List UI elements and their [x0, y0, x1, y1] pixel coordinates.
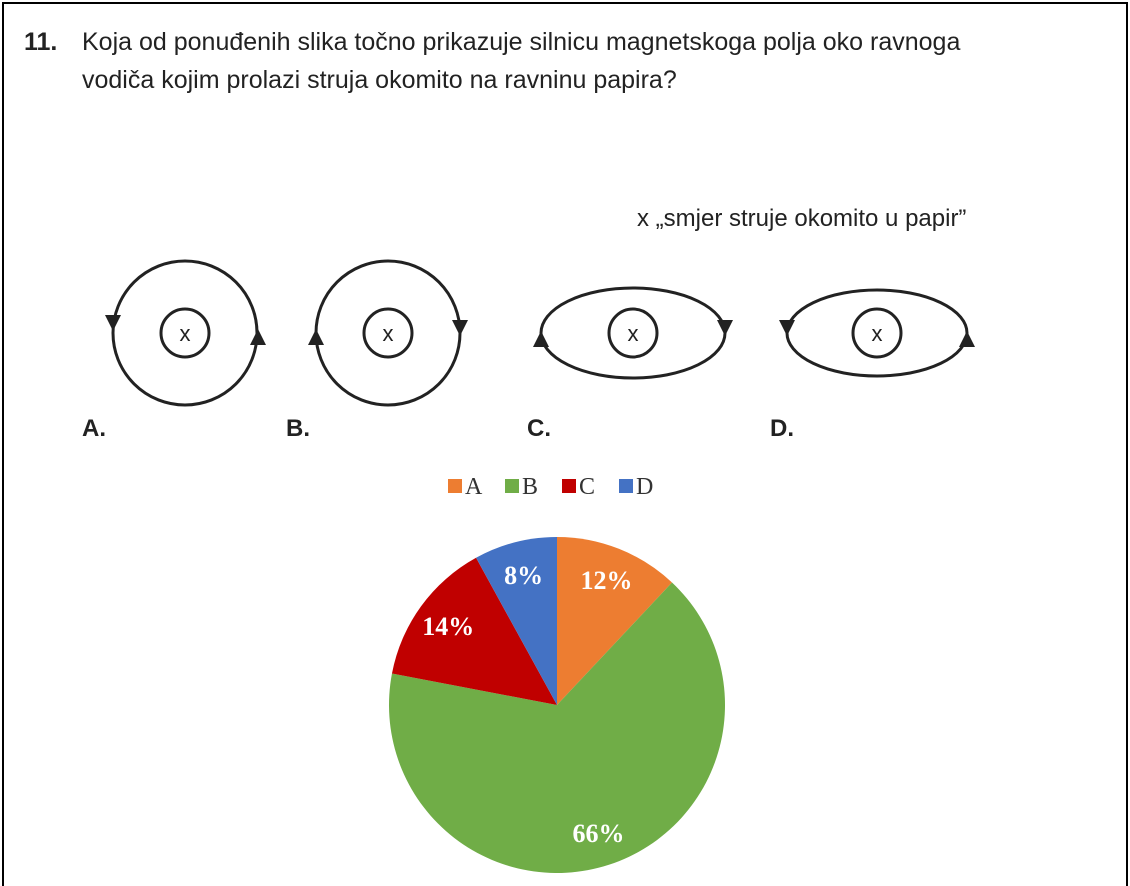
note: x „smjer struje okomito u papir”	[637, 205, 966, 232]
legend-label: C	[579, 474, 595, 500]
legend-label: A	[465, 474, 483, 500]
legend-swatch	[505, 479, 519, 493]
conductor	[607, 307, 659, 359]
current-symbol: x	[628, 321, 639, 346]
arrow	[959, 331, 975, 347]
data-label: 12%	[580, 566, 632, 595]
data-label: 66%	[573, 819, 625, 848]
conductor	[851, 307, 903, 359]
arrow	[717, 320, 733, 336]
legend-swatch	[562, 479, 576, 493]
pie-slice	[391, 557, 557, 705]
arrow	[105, 315, 121, 331]
legend-label: D	[636, 474, 653, 500]
option-label: B.	[286, 415, 310, 442]
current-symbol: x	[180, 321, 191, 346]
pie-slice	[476, 537, 557, 705]
option-label: D.	[770, 415, 794, 442]
legend-swatch	[619, 479, 633, 493]
legend-label: B	[522, 474, 538, 500]
option-label: C.	[527, 415, 551, 442]
pie-slice	[388, 582, 725, 873]
question-line: Koja od ponuđenih slika točno prikazuje …	[82, 28, 960, 56]
question-number: 11.	[24, 28, 57, 56]
legend-swatch	[448, 479, 462, 493]
arrows	[105, 315, 975, 347]
current-symbol: x	[383, 321, 394, 346]
arrow	[779, 320, 795, 336]
option-label: A.	[82, 415, 106, 442]
arrow	[250, 329, 266, 345]
conductor	[159, 307, 211, 359]
conductor	[362, 307, 414, 359]
data-label: 8%	[504, 561, 543, 590]
pie-slice	[557, 537, 673, 705]
arrow	[533, 331, 549, 347]
current-symbol: x	[872, 321, 883, 346]
arrow	[308, 329, 324, 345]
data-label: 14%	[422, 612, 474, 641]
arrow	[452, 320, 468, 336]
question-line: vodiča kojim prolazi struja okomito na r…	[82, 66, 677, 94]
